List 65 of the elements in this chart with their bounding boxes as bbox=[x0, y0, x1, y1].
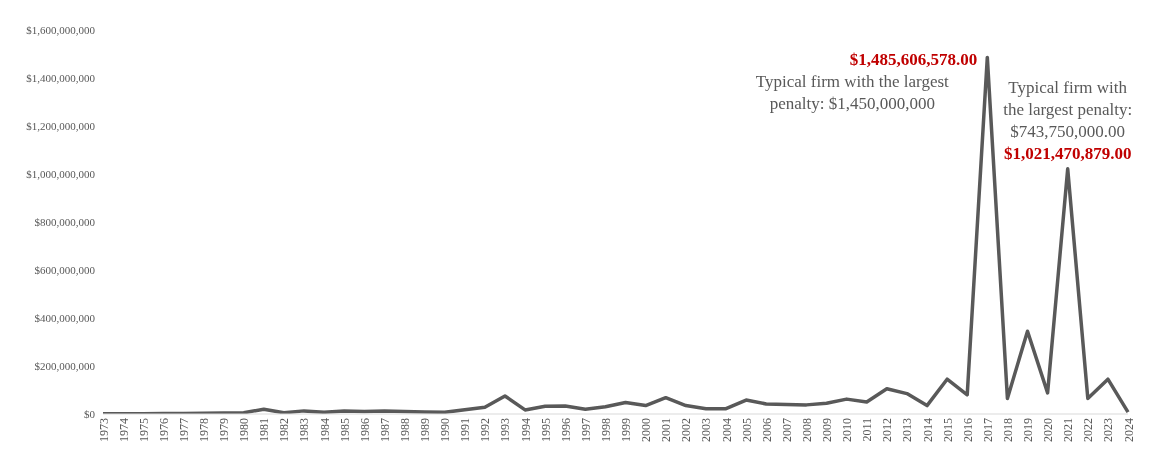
x-tick-label: 1980 bbox=[237, 418, 252, 442]
annotation: Typical firm with the largest penalty: $743,750,000.00 bbox=[1003, 77, 1133, 141]
x-tick-label: 2009 bbox=[820, 418, 835, 442]
x-tick-label: 1985 bbox=[337, 418, 352, 442]
x-tick-label: 1992 bbox=[478, 418, 493, 442]
y-tick-label: $800,000,000 bbox=[34, 215, 96, 228]
x-tick-label: 1986 bbox=[357, 418, 372, 442]
x-tick-label: 1978 bbox=[197, 418, 212, 442]
x-tick-label: 2003 bbox=[699, 418, 714, 442]
x-tick-label: 2022 bbox=[1081, 418, 1096, 442]
x-tick-label: 2006 bbox=[759, 418, 774, 442]
x-tick-label: 1990 bbox=[438, 418, 453, 442]
x-tick-label: 2005 bbox=[739, 418, 754, 442]
y-tick-label: $1,600,000,000 bbox=[26, 23, 96, 36]
x-tick-label: 2024 bbox=[1121, 418, 1136, 442]
x-tick-label: 1979 bbox=[217, 418, 232, 442]
x-tick-label: 2007 bbox=[779, 418, 794, 442]
y-tick-label: $400,000,000 bbox=[34, 311, 96, 324]
x-tick-label: 1998 bbox=[598, 418, 613, 442]
x-tick-label: 2010 bbox=[840, 418, 855, 442]
x-tick-label: 2004 bbox=[719, 418, 734, 442]
x-tick-label: 1995 bbox=[538, 418, 553, 442]
x-tick-label: 1989 bbox=[418, 418, 433, 442]
x-tick-label: 2019 bbox=[1021, 418, 1036, 442]
x-tick-label: 1996 bbox=[558, 418, 573, 442]
annotation: Typical firm with the largest penalty: $1,450,000,000 bbox=[755, 72, 950, 114]
x-tick-label: 2021 bbox=[1061, 418, 1076, 442]
x-tick-label: 1994 bbox=[518, 418, 533, 442]
x-tick-label: 1974 bbox=[116, 418, 131, 442]
x-tick-label: 2011 bbox=[860, 418, 875, 442]
x-tick-label: 1987 bbox=[377, 418, 392, 442]
x-tick-label: 2018 bbox=[1000, 418, 1015, 442]
x-tick-label: 1973 bbox=[96, 418, 111, 442]
x-tick-label: 1977 bbox=[176, 418, 191, 442]
x-tick-label: 2014 bbox=[920, 418, 935, 442]
y-tick-label: $200,000,000 bbox=[34, 359, 96, 372]
y-tick-label: $600,000,000 bbox=[34, 263, 96, 276]
y-tick-label: $1,400,000,000 bbox=[26, 71, 96, 84]
y-tick-label: $1,200,000,000 bbox=[26, 119, 96, 132]
x-tick-label: 1988 bbox=[397, 418, 412, 442]
x-tick-label: 1983 bbox=[297, 418, 312, 442]
x-tick-label: 1982 bbox=[277, 418, 292, 442]
x-tick-label: 1999 bbox=[619, 418, 634, 442]
x-tick-label: 2000 bbox=[639, 418, 654, 442]
x-tick-label: 2020 bbox=[1041, 418, 1056, 442]
y-tick-label: $1,000,000,000 bbox=[26, 167, 96, 180]
data-label: $1,485,606,578.00 bbox=[849, 50, 978, 70]
x-tick-label: 2001 bbox=[659, 418, 674, 442]
data-label: $1,021,470,879.00 bbox=[1003, 143, 1132, 163]
x-tick-label: 2012 bbox=[880, 418, 895, 442]
x-tick-label: 1976 bbox=[156, 418, 171, 442]
x-tick-label: 2017 bbox=[980, 418, 995, 442]
x-tick-label: 1981 bbox=[257, 418, 272, 442]
x-tick-label: 2015 bbox=[940, 418, 955, 442]
x-tick-label: 2013 bbox=[900, 418, 915, 442]
x-tick-label: 1997 bbox=[578, 418, 593, 442]
x-tick-label: 1984 bbox=[317, 418, 332, 442]
x-tick-label: 2023 bbox=[1101, 418, 1116, 442]
x-tick-label: 1991 bbox=[458, 418, 473, 442]
x-tick-label: 2008 bbox=[799, 418, 814, 442]
y-tick-label: $0 bbox=[84, 407, 96, 420]
x-tick-label: 2002 bbox=[679, 418, 694, 442]
x-tick-label: 1975 bbox=[136, 418, 151, 442]
x-tick-label: 1993 bbox=[498, 418, 513, 442]
x-tick-label: 2016 bbox=[960, 418, 975, 442]
